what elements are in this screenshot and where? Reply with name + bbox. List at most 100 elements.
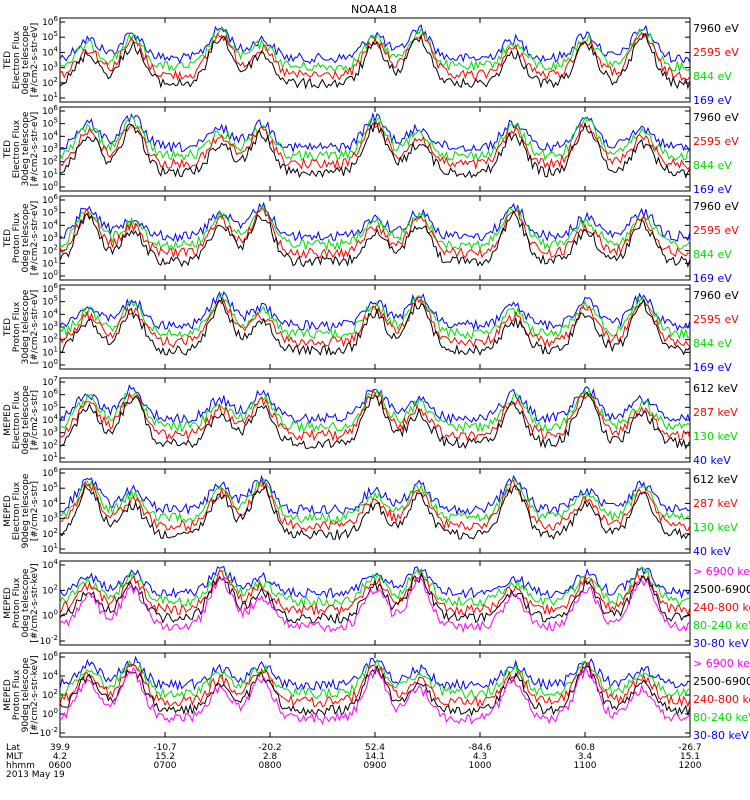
legend-entry: > 6900 keV bbox=[693, 565, 750, 578]
y-tick-label: 102 bbox=[42, 688, 58, 701]
legend-entry: 80-240 keV bbox=[693, 619, 750, 632]
series-black bbox=[59, 573, 691, 625]
legend-entry: 287 keV bbox=[693, 406, 738, 419]
legend-entry: 844 eV bbox=[693, 159, 732, 172]
series-magenta bbox=[59, 666, 691, 725]
legend-entry: 844 eV bbox=[693, 248, 732, 261]
y-axis-label-line: 0deg telescope bbox=[21, 25, 31, 95]
y-axis-label-line: MEPED bbox=[3, 404, 13, 436]
series-red bbox=[59, 31, 691, 82]
y-tick-label: 103 bbox=[42, 142, 58, 155]
series-blue bbox=[59, 655, 691, 692]
y-axis-label-line: [#/cm2-s-str-eV] bbox=[30, 290, 40, 365]
legend-entry: 80-240 keV bbox=[693, 711, 750, 724]
x-row-value: -26.7 bbox=[678, 743, 701, 753]
y-axis-label-line: Proton Flux bbox=[12, 212, 22, 263]
x-row-label: hhmm bbox=[6, 761, 35, 771]
y-axis-label-line: TED bbox=[3, 318, 13, 337]
x-row-value: 15.2 bbox=[155, 752, 175, 762]
y-tick-label: 104 bbox=[42, 218, 58, 231]
x-row-value: 1000 bbox=[469, 761, 492, 771]
y-tick-label: 102 bbox=[42, 527, 58, 540]
x-row-value: 1100 bbox=[574, 761, 597, 771]
panel-frame bbox=[59, 17, 691, 103]
legend-entry: 169 eV bbox=[693, 94, 732, 107]
x-row-value: -10.7 bbox=[153, 743, 176, 753]
series-black bbox=[59, 484, 691, 541]
y-tick-label: 104 bbox=[42, 45, 58, 58]
y-tick-label: 105 bbox=[42, 206, 58, 219]
legend-entry: 844 eV bbox=[693, 337, 732, 350]
y-tick-label: 100 bbox=[42, 707, 58, 720]
y-tick-label: 105 bbox=[42, 117, 58, 130]
y-tick-label: 103 bbox=[42, 426, 58, 439]
y-axis-label-line: Electron Flux bbox=[12, 30, 22, 89]
y-tick-label: 100 bbox=[42, 269, 58, 282]
y-tick-label: 102 bbox=[42, 438, 58, 451]
y-axis-label-line: 0deg telescope bbox=[21, 203, 31, 273]
legend-entry: 844 eV bbox=[693, 70, 732, 83]
legend-entry: 130 keV bbox=[693, 430, 738, 443]
series-green bbox=[59, 25, 691, 73]
legend-entry: 7960 eV bbox=[693, 22, 739, 35]
y-tick-label: 106 bbox=[42, 15, 58, 28]
legend-entry: 169 eV bbox=[693, 183, 732, 196]
y-tick-label: 101 bbox=[42, 256, 58, 269]
y-tick-label: 106 bbox=[42, 650, 58, 663]
y-tick-label: 104 bbox=[42, 413, 58, 426]
series-green bbox=[59, 387, 691, 434]
y-tick-label: 106 bbox=[42, 282, 58, 295]
x-row-value: 4.3 bbox=[473, 752, 487, 762]
legend-entry: 2500-6900 bbox=[693, 583, 750, 596]
y-tick-label: 104 bbox=[42, 669, 58, 682]
y-tick-label: 105 bbox=[42, 295, 58, 308]
x-row-value: 3.4 bbox=[578, 752, 593, 762]
x-row-value: 0700 bbox=[154, 761, 177, 771]
legend-entry: 130 keV bbox=[693, 521, 738, 534]
legend-entry: 2595 eV bbox=[693, 46, 739, 59]
y-tick-label: 101 bbox=[42, 345, 58, 358]
x-row-value: -84.6 bbox=[468, 743, 492, 753]
y-tick-label: 101 bbox=[42, 451, 58, 464]
panel-frame bbox=[59, 195, 691, 281]
y-tick-label: 102 bbox=[42, 583, 58, 596]
y-tick-label: 103 bbox=[42, 512, 58, 525]
series-magenta bbox=[59, 576, 691, 634]
series-blue bbox=[59, 291, 691, 332]
y-axis-label-line: Electron Flux bbox=[12, 481, 22, 540]
y-axis-label-line: [#/cm2-s-str-keV] bbox=[30, 655, 40, 734]
x-row-value: 1200 bbox=[679, 761, 702, 771]
series-black bbox=[59, 32, 691, 90]
y-axis-label-line: [#/cm2-s-str] bbox=[30, 390, 40, 450]
series-green bbox=[59, 566, 691, 608]
y-axis-label-line: [#/cm2-s-str-keV] bbox=[30, 563, 40, 642]
x-row-value: 0600 bbox=[49, 761, 72, 771]
y-tick-label: 10-2 bbox=[40, 726, 58, 739]
y-tick-label: 100 bbox=[42, 180, 58, 193]
series-red bbox=[59, 479, 691, 532]
y-axis-label-line: 30deg telescope bbox=[21, 289, 31, 364]
y-tick-label: 102 bbox=[42, 244, 58, 257]
y-axis-label-line: MEPED bbox=[3, 587, 13, 619]
panel-frame bbox=[59, 377, 691, 463]
y-tick-label: 103 bbox=[42, 61, 58, 74]
y-axis-label-line: MEPED bbox=[3, 679, 13, 711]
y-tick-label: 106 bbox=[42, 466, 58, 479]
legend-entry: 2595 eV bbox=[693, 313, 739, 326]
y-axis-label-line: 90deg telescope bbox=[21, 473, 31, 548]
y-tick-label: 101 bbox=[42, 542, 58, 555]
y-tick-label: 104 bbox=[42, 129, 58, 142]
panel-6: 101 102 103 104 105 106 MEPED Electron Flux 90de… bbox=[3, 466, 738, 558]
series-black bbox=[59, 121, 691, 179]
legend-entry: 2500-6900 bbox=[693, 675, 750, 688]
y-axis-label-line: TED bbox=[3, 229, 13, 248]
y-tick-label: 105 bbox=[42, 481, 58, 494]
y-axis-label-line: TED bbox=[3, 51, 13, 70]
legend-entry: 612 keV bbox=[693, 473, 738, 486]
legend-entry: 30-80 keV bbox=[693, 637, 749, 650]
y-axis-label-line: Proton Flux bbox=[12, 669, 22, 720]
legend-entry: 40 keV bbox=[693, 545, 731, 558]
y-tick-label: 101 bbox=[42, 167, 58, 180]
